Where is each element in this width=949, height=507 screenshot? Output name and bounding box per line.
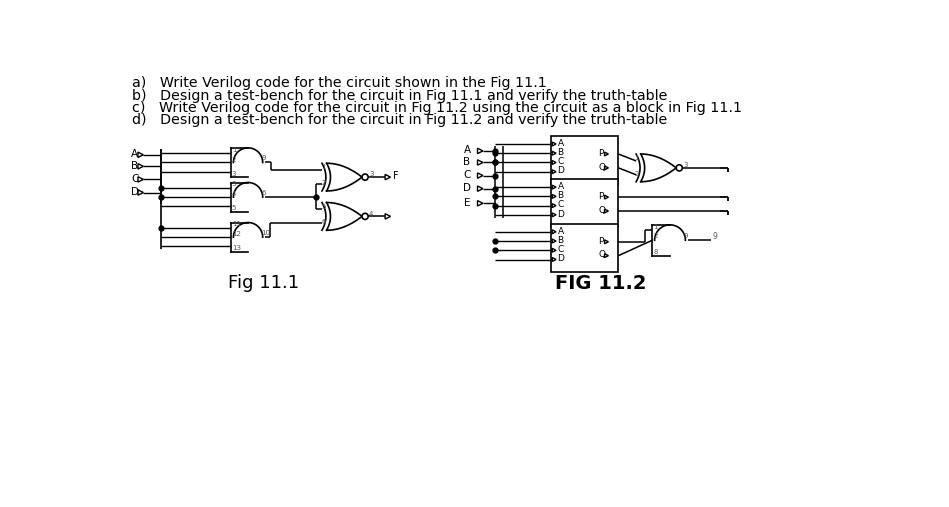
Text: C: C <box>463 170 471 180</box>
Text: c)   Write Verilog code for the circuit in Fig 11.2 using the circuit as a block: c) Write Verilog code for the circuit in… <box>132 101 742 115</box>
Text: A: A <box>558 227 564 236</box>
Bar <box>550 224 619 272</box>
Text: FIG 11.2: FIG 11.2 <box>555 274 646 293</box>
Text: d)   Design a test-bench for the circuit in Fig 11.2 and verify the truth-table: d) Design a test-bench for the circuit i… <box>132 113 667 127</box>
Text: 2: 2 <box>321 180 326 186</box>
Text: 2: 2 <box>232 157 236 163</box>
Text: A: A <box>131 149 139 159</box>
Text: D: D <box>558 209 565 219</box>
Text: P: P <box>599 192 604 201</box>
Text: B: B <box>558 191 564 200</box>
Text: Q: Q <box>599 250 605 260</box>
Bar <box>550 179 619 227</box>
Text: B: B <box>131 161 139 170</box>
Text: 4: 4 <box>369 210 373 216</box>
Circle shape <box>362 174 368 180</box>
Text: 12: 12 <box>232 231 241 237</box>
Text: 1: 1 <box>653 224 658 230</box>
Text: 10: 10 <box>261 230 270 236</box>
Text: A: A <box>463 145 471 155</box>
Text: Fig 11.1: Fig 11.1 <box>228 274 299 293</box>
Text: 3: 3 <box>683 162 688 168</box>
Text: B: B <box>558 236 564 245</box>
Text: F: F <box>393 171 399 182</box>
Text: 13: 13 <box>232 245 241 251</box>
Text: B: B <box>558 148 564 157</box>
Text: 4: 4 <box>232 191 236 197</box>
Text: A: A <box>558 182 564 191</box>
Text: C: C <box>558 245 564 254</box>
Text: Q: Q <box>599 163 605 171</box>
Text: 6: 6 <box>261 190 266 196</box>
Text: 6: 6 <box>321 219 326 225</box>
Text: 1: 1 <box>321 164 326 170</box>
Text: C: C <box>131 174 139 184</box>
Text: B: B <box>463 157 471 167</box>
Text: 1: 1 <box>635 155 639 161</box>
Text: 9: 9 <box>713 233 717 241</box>
Text: C: C <box>558 200 564 209</box>
Text: 2: 2 <box>635 170 639 176</box>
Text: D: D <box>131 187 139 197</box>
Text: b)   Design a test-bench for the circuit in Fig 11.1 and verify the truth-table: b) Design a test-bench for the circuit i… <box>132 89 667 102</box>
Text: D: D <box>558 166 565 175</box>
Text: a)   Write Verilog code for the circuit shown in the Fig 11.1: a) Write Verilog code for the circuit sh… <box>132 76 547 90</box>
Text: E: E <box>464 198 471 207</box>
Text: C: C <box>558 157 564 166</box>
Text: 9: 9 <box>261 155 266 161</box>
Text: 2: 2 <box>653 233 658 239</box>
Text: 5: 5 <box>321 204 326 210</box>
Text: 1: 1 <box>232 147 236 153</box>
Circle shape <box>362 213 368 220</box>
Text: 5: 5 <box>232 205 236 211</box>
Text: 9: 9 <box>684 233 688 239</box>
Bar <box>550 136 619 184</box>
Text: D: D <box>462 183 471 193</box>
Text: P: P <box>599 237 604 245</box>
Text: 3: 3 <box>232 182 236 188</box>
Text: P: P <box>599 149 604 158</box>
Text: 8: 8 <box>653 249 658 255</box>
Text: 3: 3 <box>369 171 374 177</box>
Text: 11: 11 <box>232 222 241 228</box>
Text: D: D <box>558 254 565 263</box>
Text: Q: Q <box>599 206 605 215</box>
Text: A: A <box>558 139 564 148</box>
Text: 3: 3 <box>232 170 236 176</box>
Circle shape <box>677 165 682 171</box>
